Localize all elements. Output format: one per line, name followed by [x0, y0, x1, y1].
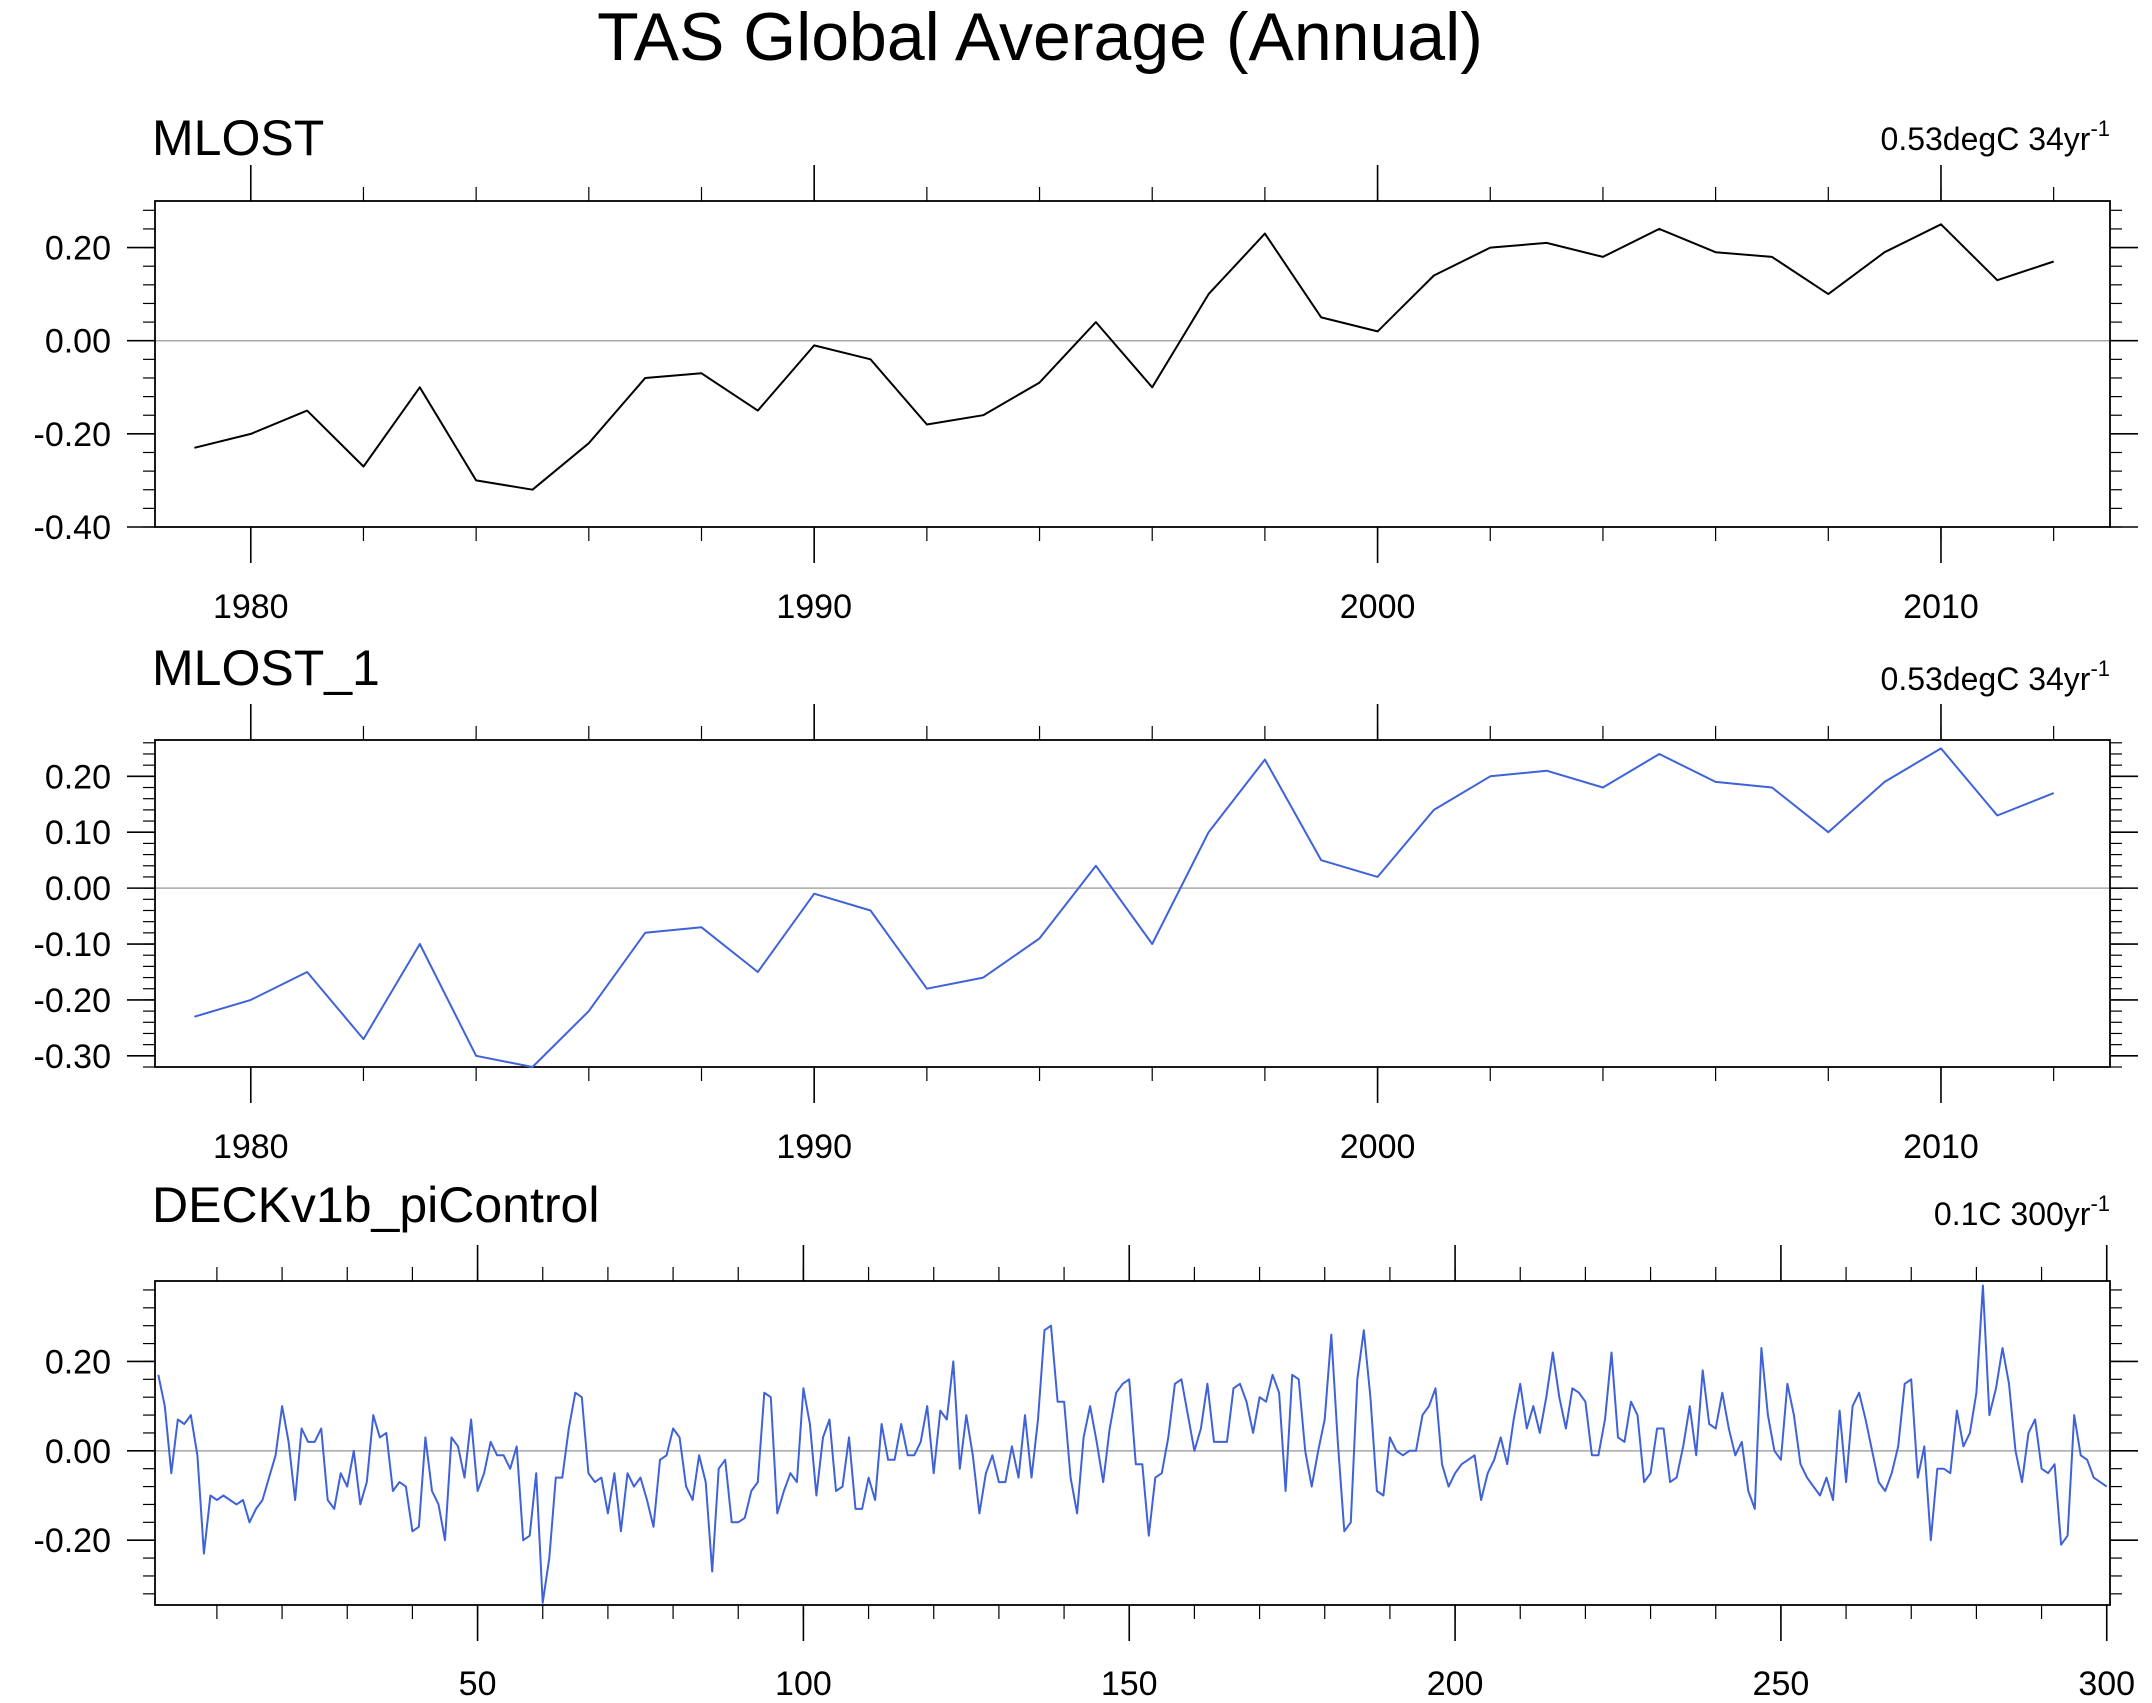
y-tick-label: -0.30	[34, 1038, 112, 1076]
plot-frame	[154, 1280, 2111, 1606]
x-tick-label: 300	[2078, 1665, 2135, 1703]
plot-area: 0.20 0.10 0.00 -0.10 -0.20 -0.30 1980 1990 2000 2…	[34, 704, 2138, 1166]
panel-deckv1b-picontrol: DECKv1b_piControl 0.1C 300yr-1 0.20 0.00 -…	[34, 1177, 2138, 1703]
series-line	[157, 1284, 2108, 1604]
x-tick-label: 1980	[213, 588, 289, 626]
x-tick-label: 2010	[1903, 1128, 1979, 1166]
figure-title: TAS Global Average (Annual)	[597, 0, 1483, 75]
x-tick-label: 1990	[776, 588, 852, 626]
y-tick-label: 0.00	[45, 870, 111, 908]
panel-title: DECKv1b_piControl	[152, 1177, 599, 1233]
x-tick-label: 1980	[213, 1128, 289, 1166]
x-tick-label: 50	[459, 1665, 497, 1703]
plot-area: 0.20 0.00 -0.20 50 100 150 200 250 300	[34, 1245, 2138, 1703]
y-tick-label: 0.20	[45, 1343, 111, 1381]
x-tick-label: 200	[1427, 1665, 1484, 1703]
x-tick-label: 2000	[1340, 1128, 1416, 1166]
y-tick-label: 0.20	[45, 230, 111, 268]
x-tick-label: 100	[775, 1665, 832, 1703]
trend-label: 0.53degC 34yr-1	[1881, 656, 2110, 697]
series-line	[194, 223, 2055, 491]
y-tick-label: -0.20	[34, 416, 112, 454]
y-tick-label: -0.20	[34, 982, 112, 1020]
trend-label: 0.53degC 34yr-1	[1881, 116, 2110, 157]
x-tick-label: 2010	[1903, 588, 1979, 626]
y-tick-label: -0.40	[34, 509, 112, 547]
y-tick-label: 0.00	[45, 1433, 111, 1471]
x-tick-label: 2000	[1340, 588, 1416, 626]
plot-frame	[154, 200, 2111, 528]
x-tick-label: 250	[1753, 1665, 1810, 1703]
panel-title: MLOST_1	[152, 640, 380, 696]
panel-mlost: MLOST 0.53degC 34yr-1 0.20 0.00 -0.20 -0.40…	[34, 110, 2138, 626]
y-tick-label: 0.00	[45, 323, 111, 361]
y-tick-label: 0.20	[45, 758, 111, 796]
y-tick-label: 0.10	[45, 814, 111, 852]
trend-label: 0.1C 300yr-1	[1934, 1191, 2110, 1232]
panel-title: MLOST	[152, 110, 324, 166]
series-line	[194, 747, 2055, 1068]
plot-area: 0.20 0.00 -0.20 -0.40 1980 1990 2000 2010	[34, 165, 2138, 626]
x-tick-label: 1990	[776, 1128, 852, 1166]
plot-frame	[154, 739, 2111, 1068]
y-tick-label: -0.10	[34, 926, 112, 964]
panel-mlost-1: MLOST_1 0.53degC 34yr-1 0.20 0.10 0.00 -0.1…	[34, 640, 2138, 1166]
y-tick-label: -0.20	[34, 1522, 112, 1560]
x-tick-label: 150	[1101, 1665, 1158, 1703]
